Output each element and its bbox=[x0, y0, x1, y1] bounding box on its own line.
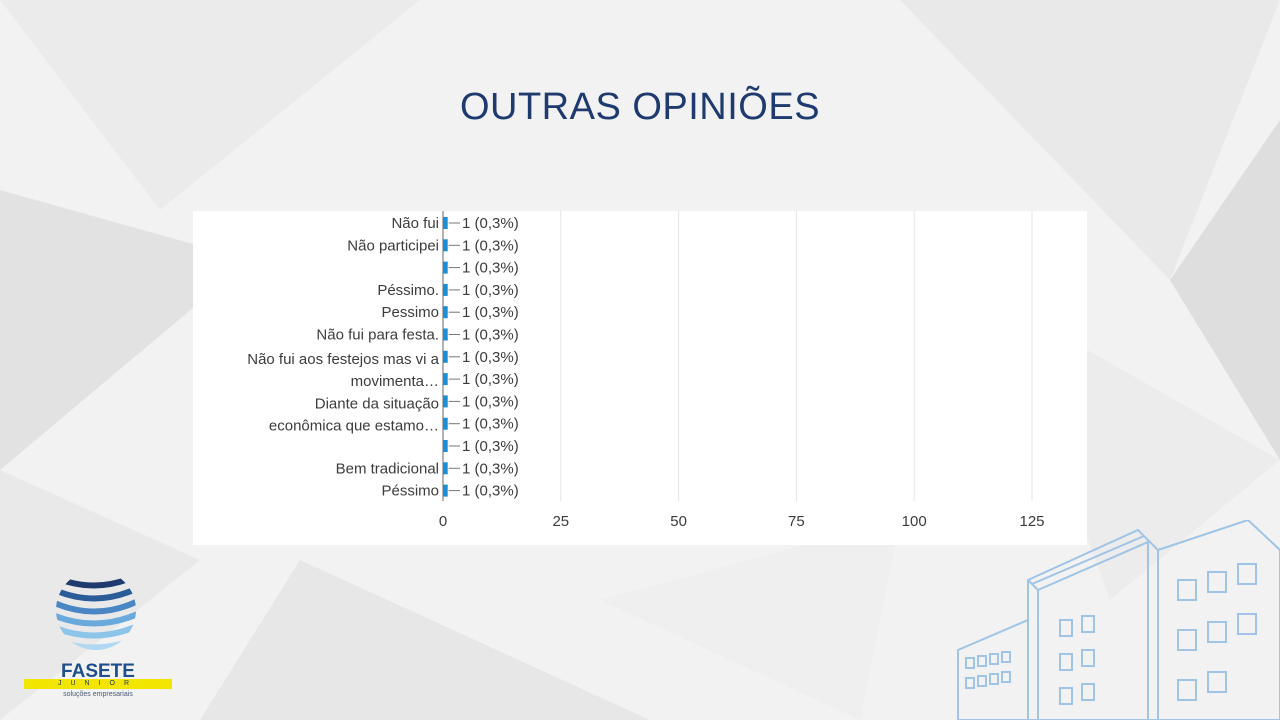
bar bbox=[443, 440, 448, 452]
bar bbox=[443, 350, 448, 363]
x-tick-label: 75 bbox=[788, 513, 805, 530]
data-label: 1 (0,3%) bbox=[462, 215, 519, 232]
logo-subtitle: soluções empresariais bbox=[63, 691, 133, 698]
category-label: Não fui aos festejos mas vi a bbox=[247, 351, 439, 368]
bar bbox=[443, 373, 448, 386]
category-label: Pessimo bbox=[381, 304, 439, 321]
data-label: 1 (0,3%) bbox=[462, 438, 519, 455]
bar bbox=[443, 306, 448, 319]
data-label: 1 (0,3%) bbox=[462, 327, 519, 344]
data-label: 1 (0,3%) bbox=[462, 460, 519, 477]
category-label: Não fui para festa. bbox=[316, 327, 439, 344]
category-label: Não participei bbox=[347, 237, 439, 254]
category-label: Diante da situação bbox=[315, 395, 439, 412]
logo-waves-icon bbox=[56, 571, 136, 650]
x-tick-label: 50 bbox=[670, 513, 687, 530]
bar bbox=[443, 328, 448, 341]
data-label: 1 (0,3%) bbox=[462, 304, 519, 321]
building-illustration bbox=[957, 520, 1280, 720]
x-tick-label: 0 bbox=[439, 513, 447, 530]
bar bbox=[443, 417, 448, 430]
data-label: 1 (0,3%) bbox=[462, 393, 519, 410]
data-label: 1 (0,3%) bbox=[462, 349, 519, 366]
logo-tagline: JUNIOR bbox=[24, 679, 172, 689]
bar-chart: 0 25 50 75 100 125 1 (0,3%) Não fui 1 (0,3%) Não … bbox=[247, 211, 1045, 530]
data-label: 1 (0,3%) bbox=[462, 237, 519, 254]
bar bbox=[443, 484, 448, 497]
chart-panel: 0 25 50 75 100 125 1 (0,3%) Não fui 1 (0,3%) Não … bbox=[193, 211, 1087, 545]
company-logo: FASETE JUNIOR soluções empresariais bbox=[22, 566, 174, 706]
data-label: 1 (0,3%) bbox=[462, 371, 519, 388]
x-tick-label: 100 bbox=[902, 513, 927, 530]
category-label: Não fui bbox=[391, 215, 439, 232]
x-tick-label: 125 bbox=[1019, 513, 1044, 530]
bar bbox=[443, 395, 448, 408]
data-label: 1 (0,3%) bbox=[462, 282, 519, 299]
category-label: Péssimo. bbox=[377, 282, 439, 299]
x-tick-label: 25 bbox=[552, 513, 569, 530]
category-label: Bem tradicional bbox=[336, 460, 439, 477]
bar bbox=[443, 462, 448, 475]
category-label: movimenta… bbox=[351, 373, 439, 390]
data-label: 1 (0,3%) bbox=[462, 416, 519, 433]
bar bbox=[443, 217, 448, 229]
slide-title: OUTRAS OPINIÕES bbox=[459, 86, 821, 128]
bar bbox=[443, 283, 448, 296]
bar bbox=[443, 239, 448, 252]
bar bbox=[443, 261, 448, 274]
data-label: 1 (0,3%) bbox=[462, 260, 519, 277]
data-label: 1 (0,3%) bbox=[462, 483, 519, 500]
category-label: econômica que estamo… bbox=[269, 418, 439, 435]
category-label: Péssimo bbox=[381, 483, 439, 500]
logo-name: FASETE bbox=[61, 661, 135, 682]
